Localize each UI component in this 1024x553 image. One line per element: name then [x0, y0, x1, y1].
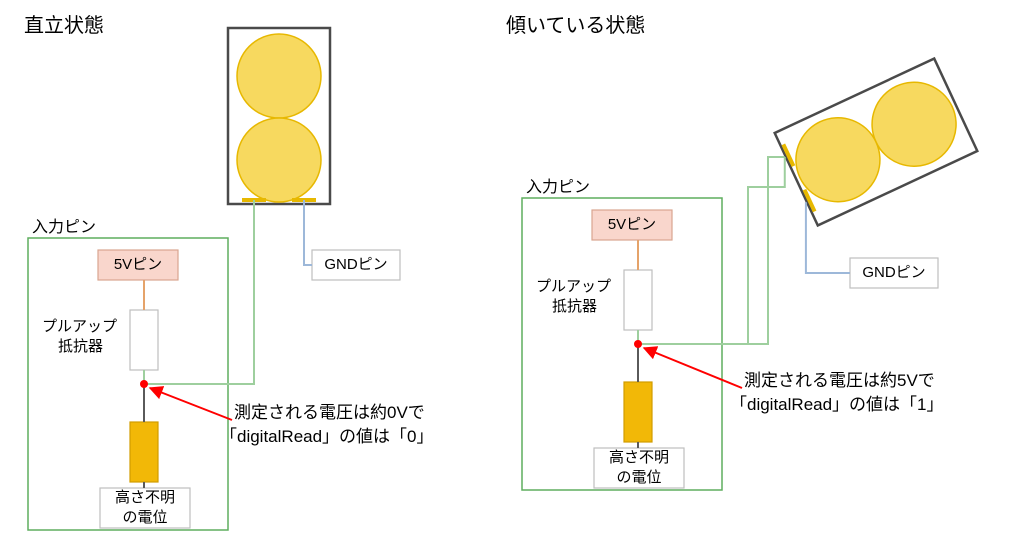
left-adc [130, 422, 158, 482]
right-switch-group [775, 59, 978, 226]
right-gnd-box [850, 258, 938, 288]
right-resistor [624, 270, 652, 330]
right-wire-green2 [638, 157, 785, 344]
left-resistor [130, 310, 158, 370]
left-arrow [150, 388, 232, 420]
right-pot-box [594, 448, 684, 488]
right-arrow [644, 348, 742, 388]
left-wire-green2 [144, 204, 254, 384]
left-5v-pin-box [98, 250, 178, 280]
right-measure-dot [634, 340, 642, 348]
left-gnd-box [312, 250, 400, 280]
left-ball-top [237, 34, 321, 118]
left-wire-blue [304, 204, 312, 265]
left-pot-box [100, 488, 190, 528]
 [738, 157, 785, 224]
left-ball-bottom [237, 118, 321, 202]
diagram-canvas [0, 0, 1024, 553]
right-5v-pin-box [592, 210, 672, 240]
left-measure-dot [140, 380, 148, 388]
right-adc [624, 382, 652, 442]
right-wire-green-route [638, 157, 785, 344]
